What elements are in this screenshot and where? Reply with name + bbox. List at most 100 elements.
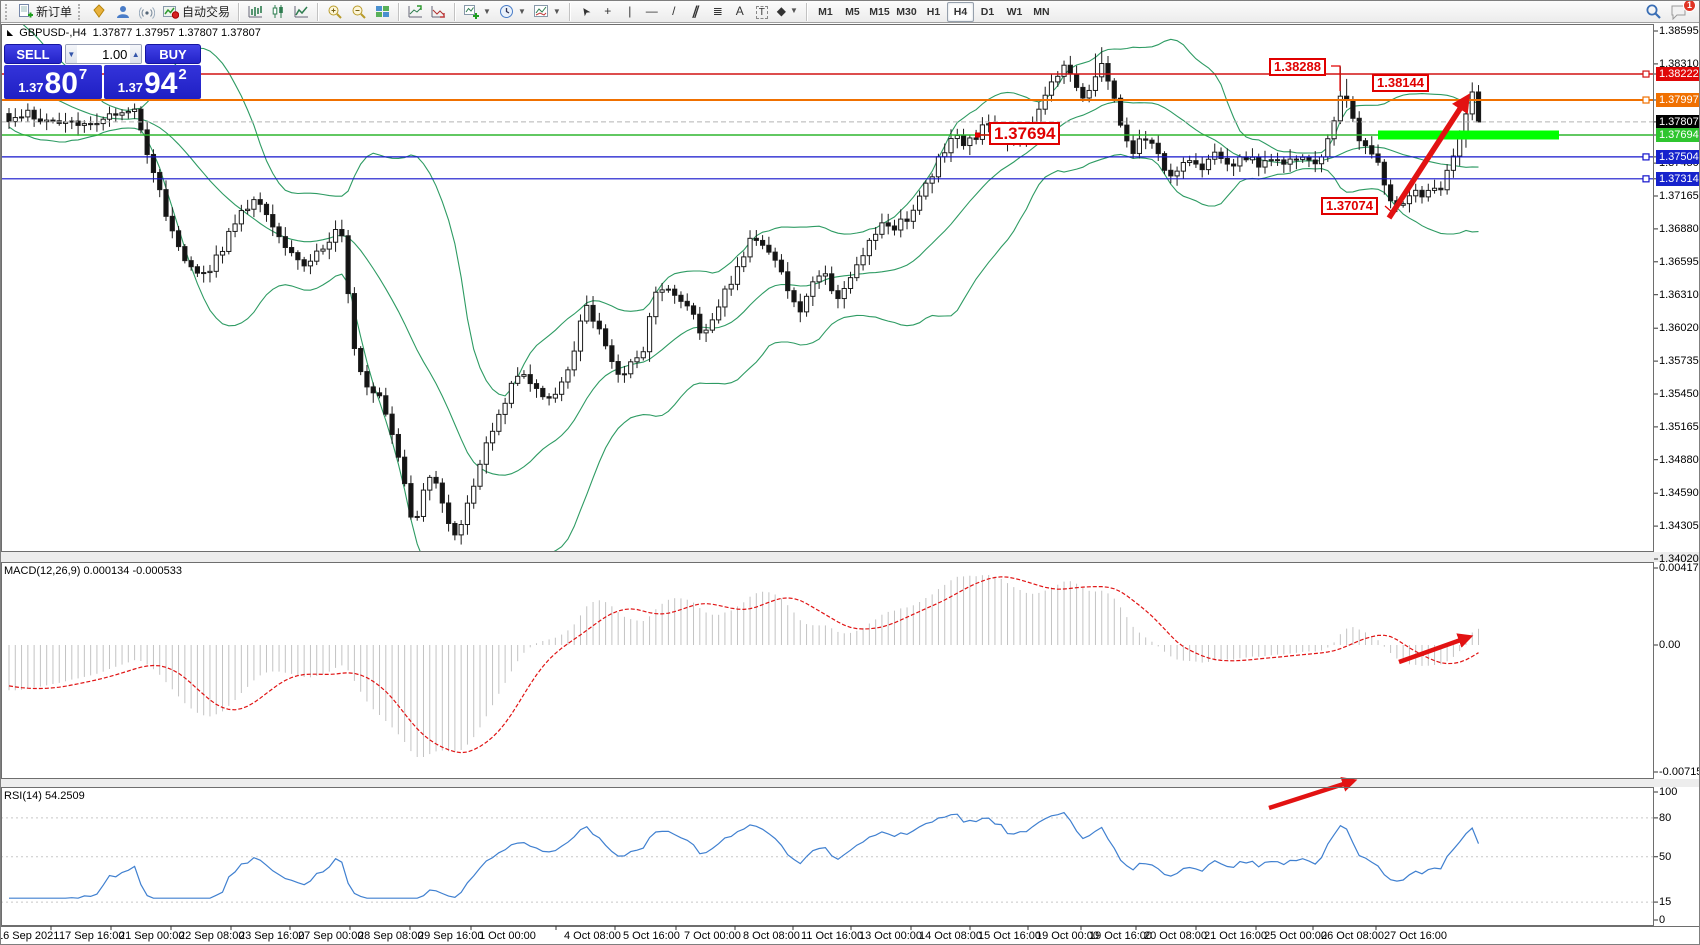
timeframe-m5-button[interactable]: M5 <box>845 5 860 18</box>
dropdown-caret-icon: ▼ <box>483 7 491 16</box>
buy-button[interactable]: BUY <box>145 44 201 64</box>
clock-button[interactable]: ▼ <box>495 2 530 22</box>
indicators-button[interactable]: ▼ <box>530 2 565 22</box>
timeframe-h4-button[interactable]: H4 <box>946 1 974 22</box>
chart-window-title: ◣ GBPUSD-,H4 1.37877 1.37957 1.37807 1.3… <box>7 27 261 39</box>
timeframe-mn-button[interactable]: MN <box>1033 5 1050 18</box>
date-axis-label: 1 Oct 00:00 <box>479 930 536 942</box>
horizontal-line-button[interactable]: — <box>641 1 663 21</box>
price-callout-1.38288[interactable]: 1.38288 <box>1269 58 1326 76</box>
volume-increase-button[interactable]: ▲ <box>130 45 141 63</box>
sell-button[interactable]: SELL <box>4 44 62 64</box>
toolbar-grip[interactable] <box>78 3 83 20</box>
date-axis-label: 23 Sep 16:00 <box>239 930 305 942</box>
text-label-button[interactable]: T <box>751 2 773 22</box>
date-axis-label: 22 Sep 08:00 <box>179 930 245 942</box>
date-axis-label: 5 Oct 16:00 <box>623 930 680 942</box>
fibonacci-button[interactable]: ≣ <box>707 1 729 21</box>
line-handle[interactable] <box>1642 70 1650 78</box>
timeframe-w1-button[interactable]: W1 <box>1006 5 1023 18</box>
chat-button[interactable]: 1 <box>1666 1 1696 22</box>
line-chart-icon <box>294 6 309 18</box>
price-callout-1.37694[interactable]: 1.37694 <box>989 122 1061 145</box>
line-handle[interactable] <box>1642 96 1650 104</box>
candlestick-chart-button[interactable] <box>267 2 290 22</box>
shapes-button[interactable]: ◆ ▼ <box>773 1 802 21</box>
one-click-trading-panel: SELL ▼ ▲ BUY 1.37 80 7 1.37 94 2 <box>4 44 201 99</box>
auto-trading-button[interactable]: 自动交易 <box>159 2 234 22</box>
volume-decrease-button[interactable]: ▼ <box>66 45 77 63</box>
profiles-button[interactable] <box>404 2 427 22</box>
cursor-icon: ➤ <box>578 3 594 19</box>
price-lines[interactable] <box>1 70 1654 183</box>
date-axis-label: 27 Oct 16:00 <box>1384 930 1447 942</box>
search-button[interactable] <box>1641 2 1666 22</box>
price-axis-badge: 1.37997 <box>1656 93 1699 107</box>
price-axis-tick: 1.36880 <box>1659 223 1699 235</box>
pane-splitter[interactable] <box>1 552 1700 562</box>
timeframe-h1-button[interactable]: H1 <box>926 5 941 18</box>
price-axis-tick: 1.35735 <box>1659 355 1699 367</box>
zoom-in-button[interactable] <box>323 2 347 22</box>
macd-axis-zero: 0.00 <box>1659 639 1681 651</box>
new-chart-button[interactable]: ▼ <box>460 2 495 22</box>
price-axis-tick: 1.34020 <box>1659 553 1699 565</box>
zoom-out-icon <box>352 5 366 19</box>
zoom-out-button[interactable] <box>347 2 371 22</box>
date-axis-label: 15 Oct 16:00 <box>978 930 1041 942</box>
ticket-button[interactable] <box>87 2 111 22</box>
volume-input[interactable] <box>76 45 131 63</box>
price-axis-tick: 1.34305 <box>1659 520 1699 532</box>
timeframe-m1-button[interactable]: M1 <box>818 5 833 18</box>
line-handle[interactable] <box>1642 153 1650 161</box>
new-order-button[interactable]: 新订单 <box>14 2 76 22</box>
trend-arrow-main[interactable] <box>1386 93 1471 220</box>
main-toolbar: 新订单 自动交易 ▼ ▼ ▼ ➤ + | — / ∥ ≣ A T ◆ ▼ M1 M5 M15 M30 H1 H… <box>1 1 1699 23</box>
trend-arrow-rsi[interactable] <box>1268 776 1358 811</box>
bar-chart-button[interactable] <box>244 2 267 22</box>
dropdown-caret-icon: ▼ <box>552 7 561 16</box>
rsi-axis-tick: 50 <box>1659 851 1672 863</box>
trend-arrow-macd[interactable] <box>1398 633 1474 665</box>
new-order-label: 新订单 <box>36 5 73 19</box>
price-callout-1.38144[interactable]: 1.38144 <box>1372 74 1429 92</box>
bar-chart-icon <box>248 6 263 18</box>
price-axis-tick: 1.34880 <box>1659 454 1699 466</box>
crosshair-button[interactable]: + <box>597 1 619 21</box>
line-chart-button[interactable] <box>290 2 313 22</box>
date-axis-label: 13 Oct 00:00 <box>859 930 922 942</box>
toolbar-separator <box>398 2 401 21</box>
toolbar-separator <box>568 2 571 21</box>
toolbar-grip[interactable] <box>5 3 10 20</box>
line-handle[interactable] <box>1642 175 1650 183</box>
rsi-axis-tick: 15 <box>1659 896 1672 908</box>
date-axis-label: 29 Sep 16:00 <box>418 930 484 942</box>
signal-button[interactable] <box>135 2 159 22</box>
sell-price-display[interactable]: 1.37 80 7 <box>4 65 102 99</box>
trendline-button[interactable]: / <box>663 1 685 21</box>
buy-price-display[interactable]: 1.37 94 2 <box>103 65 201 99</box>
pane-splitter[interactable] <box>1 779 1700 787</box>
timeframe-m15-button[interactable]: M15 <box>869 5 890 18</box>
vertical-line-button[interactable]: | <box>619 1 641 21</box>
profile-button[interactable] <box>111 2 135 22</box>
support-highlight-bar[interactable] <box>1378 130 1559 140</box>
text-button[interactable]: A <box>729 1 751 21</box>
price-callout-1.37074[interactable]: 1.37074 <box>1321 197 1378 215</box>
price-axis-badge: 1.37314 <box>1656 172 1699 186</box>
data-window-button[interactable] <box>427 2 450 22</box>
timeframe-m30-button[interactable]: M30 <box>896 5 917 18</box>
date-axis-label: 25 Oct 00:00 <box>1264 930 1327 942</box>
rsi-levels <box>1 817 1654 903</box>
text-icon: A <box>735 3 744 18</box>
timeframe-d1-button[interactable]: D1 <box>980 5 995 18</box>
equidistant-channel-button[interactable]: ∥ <box>685 1 707 21</box>
trend-arrows[interactable] <box>1268 93 1474 811</box>
tile-windows-button[interactable] <box>371 2 394 22</box>
price-axis-tick: 1.35450 <box>1659 388 1699 400</box>
date-axis-label: 27 Sep 00:00 <box>298 930 364 942</box>
cursor-button[interactable]: ➤ <box>575 1 597 21</box>
profiles-icon <box>408 5 423 18</box>
